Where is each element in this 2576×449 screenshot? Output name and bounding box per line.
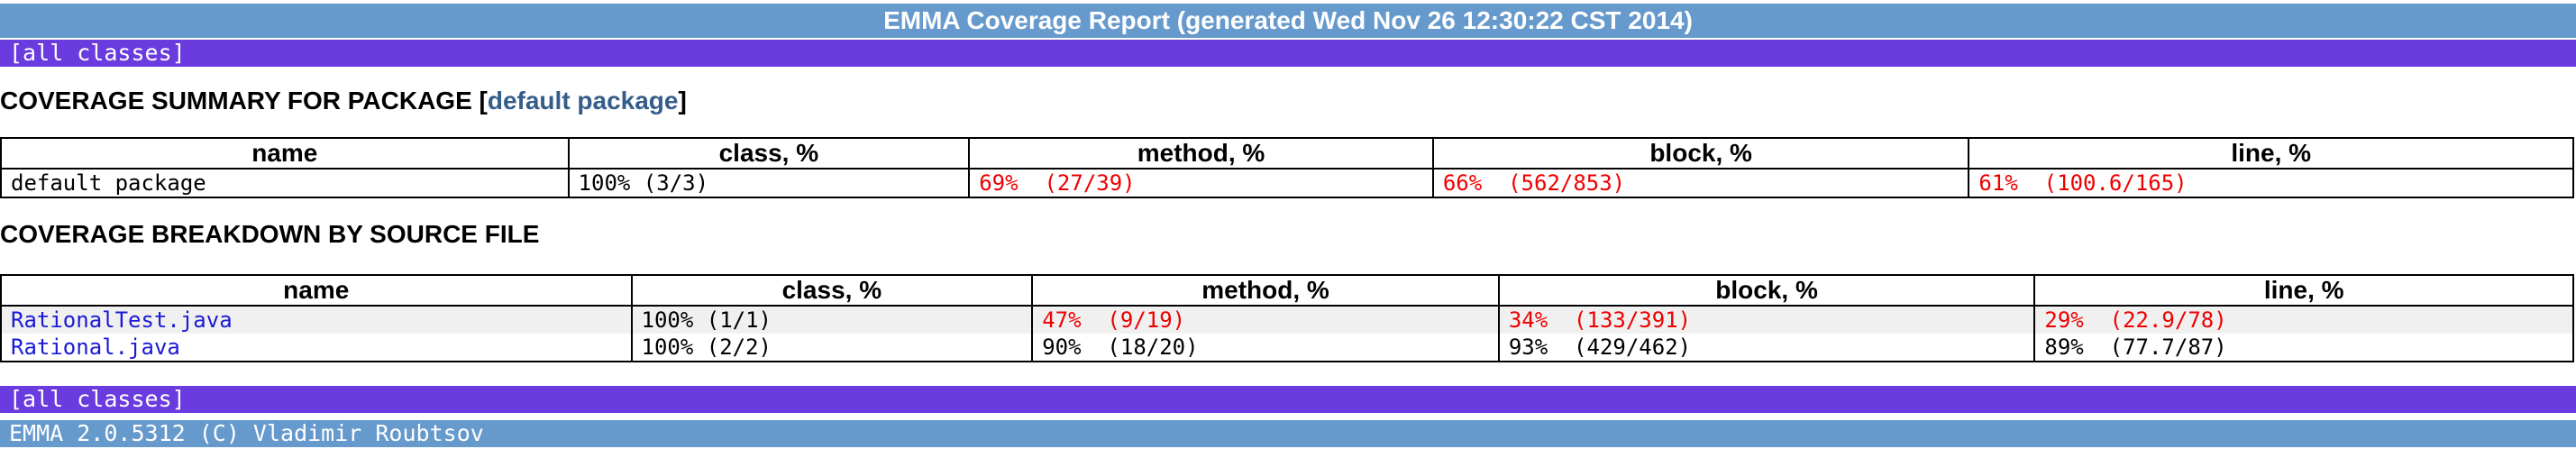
block-coverage-cell: 93% (429/462) bbox=[1497, 334, 2036, 362]
block-coverage-cell: 66% (562/853) bbox=[1431, 168, 1970, 198]
summary-heading-prefix: COVERAGE SUMMARY FOR PACKAGE [ bbox=[0, 87, 488, 115]
table-row: Rational.java 100% (2/2) 90% (18/20) 93%… bbox=[0, 334, 2574, 362]
line-coverage-cell: 61% (100.6/165) bbox=[1968, 168, 2574, 198]
summary-table: name class, % method, % block, % line, %… bbox=[0, 137, 2574, 198]
breakdown-header-row: name class, % method, % block, % line, % bbox=[0, 274, 2574, 307]
method-coverage-cell: 90% (18/20) bbox=[1031, 334, 1500, 362]
all-classes-link-top[interactable]: [all classes] bbox=[9, 40, 186, 66]
line-coverage-cell: 89% (77.7/87) bbox=[2033, 334, 2574, 362]
breakdown-heading: COVERAGE BREAKDOWN BY SOURCE FILE bbox=[0, 220, 539, 249]
summary-heading: COVERAGE SUMMARY FOR PACKAGE [default pa… bbox=[0, 87, 687, 115]
block-coverage-cell: 34% (133/391) bbox=[1497, 306, 2036, 334]
method-coverage-cell: 47% (9/19) bbox=[1031, 306, 1500, 334]
summary-heading-suffix: ] bbox=[678, 87, 687, 115]
default-package-link[interactable]: default package bbox=[487, 87, 679, 115]
method-coverage-cell: 69% (27/39) bbox=[968, 168, 1434, 198]
bottom-nav-bar: [all classes] bbox=[0, 386, 2576, 413]
table-row: default package 100% (3/3) 69% (27/39) 6… bbox=[0, 168, 2574, 198]
col-block-header: block, % bbox=[1431, 137, 1970, 170]
report-title-bar: EMMA Coverage Report (generated Wed Nov … bbox=[0, 4, 2576, 38]
col-line-header: line, % bbox=[2033, 274, 2574, 307]
breakdown-table: name class, % method, % block, % line, %… bbox=[0, 274, 2574, 362]
footer-text: EMMA 2.0.5312 (C) Vladimir Roubtsov bbox=[9, 420, 484, 446]
class-coverage-cell: 100% (2/2) bbox=[630, 334, 1034, 362]
package-name-cell: default package bbox=[0, 168, 570, 198]
report-title: EMMA Coverage Report (generated Wed Nov … bbox=[883, 6, 1693, 34]
col-method-header: method, % bbox=[1031, 274, 1500, 307]
col-name-header: name bbox=[0, 137, 570, 170]
class-coverage-cell: 100% (1/1) bbox=[630, 306, 1034, 334]
col-class-header: class, % bbox=[567, 137, 971, 170]
line-coverage-cell: 29% (22.9/78) bbox=[2033, 306, 2574, 334]
table-row: RationalTest.java 100% (1/1) 47% (9/19) … bbox=[0, 306, 2574, 334]
col-name-header: name bbox=[0, 274, 633, 307]
file-link-rational[interactable]: Rational.java bbox=[11, 334, 180, 360]
file-link-rationaltest[interactable]: RationalTest.java bbox=[11, 307, 233, 333]
col-block-header: block, % bbox=[1497, 274, 2036, 307]
col-method-header: method, % bbox=[968, 137, 1434, 170]
footer-bar: EMMA 2.0.5312 (C) Vladimir Roubtsov bbox=[0, 420, 2576, 447]
file-name-cell: RationalTest.java bbox=[0, 306, 633, 334]
summary-header-row: name class, % method, % block, % line, % bbox=[0, 137, 2574, 170]
top-nav-bar: [all classes] bbox=[0, 40, 2576, 67]
col-line-header: line, % bbox=[1968, 137, 2574, 170]
class-coverage-cell: 100% (3/3) bbox=[567, 168, 971, 198]
file-name-cell: Rational.java bbox=[0, 334, 633, 362]
col-class-header: class, % bbox=[630, 274, 1034, 307]
breakdown-heading-text: COVERAGE BREAKDOWN BY SOURCE FILE bbox=[0, 220, 540, 248]
all-classes-link-bottom[interactable]: [all classes] bbox=[9, 386, 186, 412]
